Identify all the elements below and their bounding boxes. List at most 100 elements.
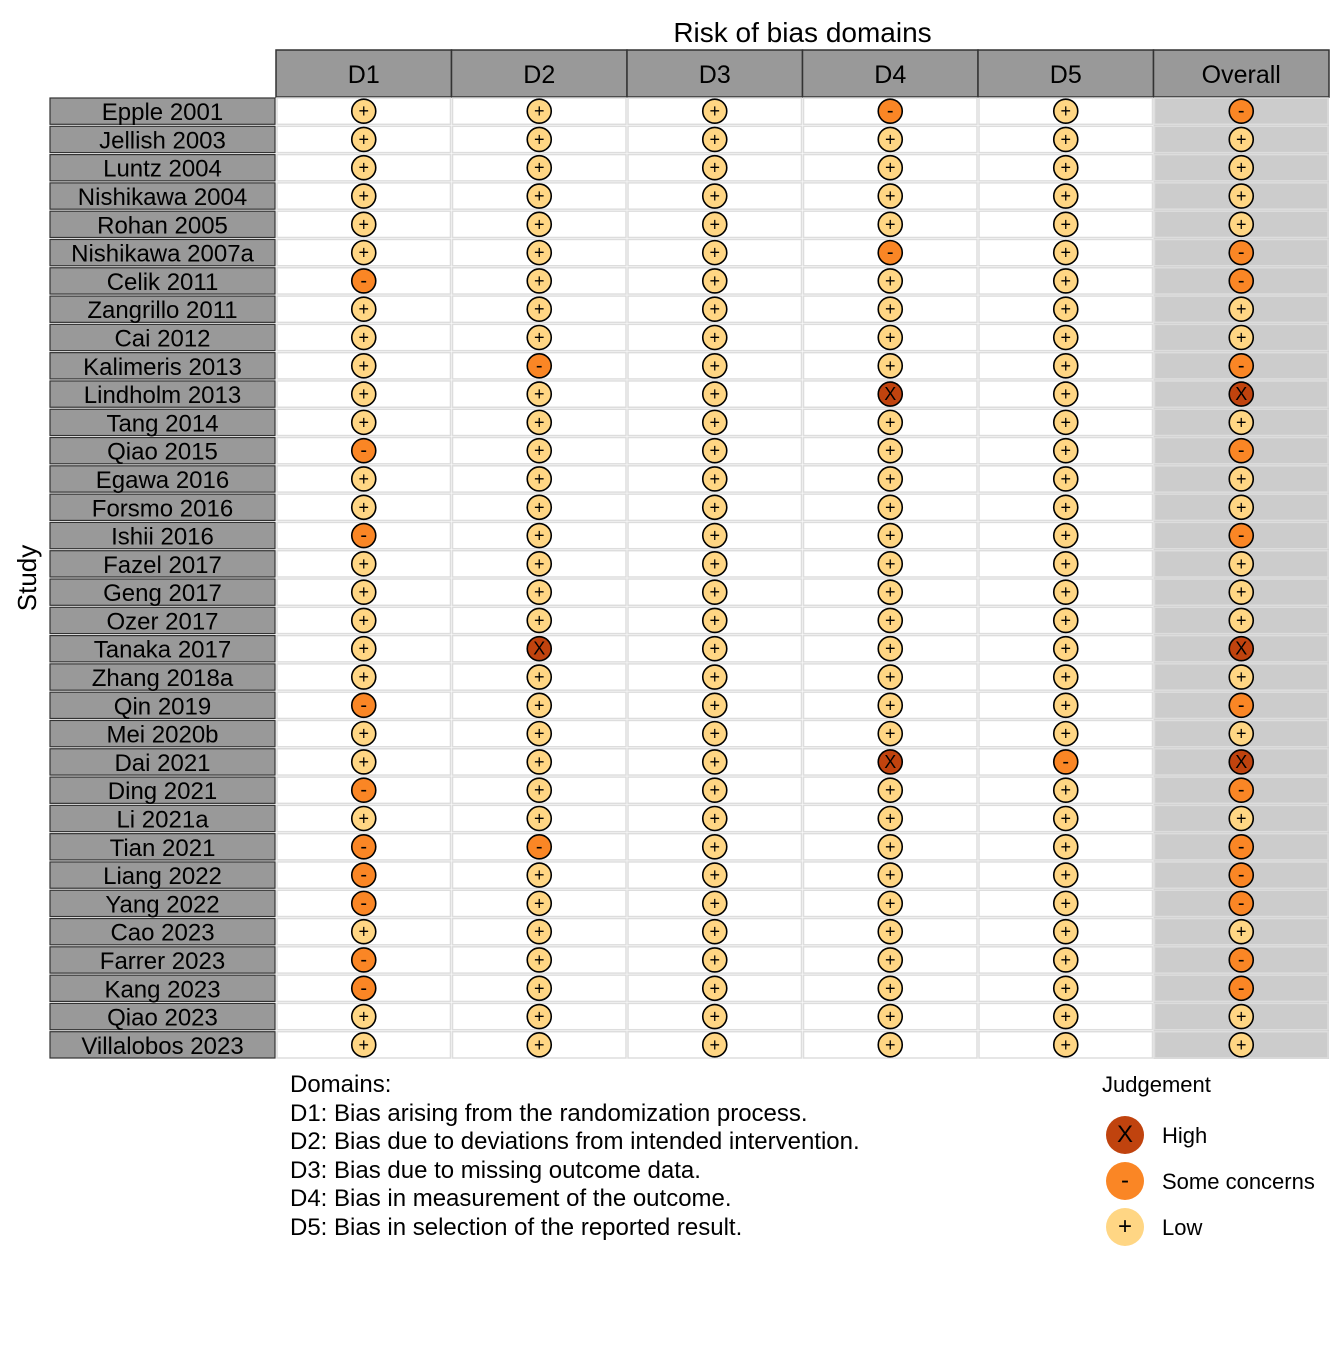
judgement-villalobos-2023-overall-symbol: + [1236,1035,1247,1055]
legend-swatch-high: X [1106,1116,1144,1154]
cell-rohan-2005-d4 [802,210,978,239]
judgement-fazel-2017-d5-symbol: + [1060,554,1071,574]
judgement-li-2021a-d5-symbol: + [1060,809,1071,829]
cell-forsmo-2016-d1 [276,493,452,522]
cell-mei-2020b-overall [1153,719,1329,748]
judgement-dai-2021-d4-symbol: X [884,752,896,772]
judgement-epple-2001-d1-marker [350,98,377,124]
cell-ozer-2017-overall [1153,606,1329,635]
study-label-box-yang-2022 [49,889,276,918]
judgement-tian-2021-d3-symbol: + [709,837,720,857]
judgement-villalobos-2023-d1-symbol: + [358,1035,369,1055]
judgement-ishii-2016-d1-marker [350,522,377,549]
judgement-dai-2021-d3-symbol: + [709,752,720,772]
judgement-ding-2021-d5-marker [1052,777,1079,804]
cell-cao-2023-d4 [802,917,978,946]
judgement-fazel-2017-d5-marker [1052,551,1079,577]
cell-tang-2014-overall [1153,408,1329,437]
cell-yang-2022-d1 [276,889,452,918]
cell-geng-2017-d3 [627,578,803,607]
judgement-kalimeris-2013-overall-marker [1228,352,1255,379]
judgement-li-2021a-d1-marker [350,805,377,832]
cell-jellish-2003-d2 [451,125,627,154]
cell-villalobos-2023-d2 [451,1030,627,1059]
study-label-dai-2021: Dai 2021 [114,750,210,777]
judgement-lindholm-2013-d4-marker [877,381,904,407]
judgement-mei-2020b-d5-symbol: + [1060,724,1071,744]
cell-qiao-2023-overall [1153,1002,1329,1031]
judgement-zangrillo-2011-d1-marker [350,296,377,323]
cell-qin-2019-d2 [451,691,627,720]
judgement-ding-2021-d5-symbol: + [1060,780,1071,800]
study-label-box-kang-2023 [49,974,276,1003]
judgement-liang-2022-d1-marker [350,862,377,888]
judgement-cai-2012-overall-marker [1228,324,1255,351]
cell-nishikawa-2007a-d1 [276,238,452,267]
judgement-farrer-2023-d5-marker [1052,947,1079,973]
judgement-egawa-2016-d4-symbol: + [885,469,896,489]
judgement-li-2021a-d2-marker [526,805,553,832]
judgement-tang-2014-overall-marker [1228,409,1255,436]
study-label-box-qiao-2023 [49,1002,276,1031]
judgement-cai-2012-d4-symbol: + [885,328,896,348]
cell-geng-2017-d1 [276,578,452,607]
judgement-jellish-2003-d5-symbol: + [1060,129,1071,149]
study-label-box-luntz-2004 [49,153,276,182]
study-label-box-zangrillo-2011 [49,295,276,323]
judgement-egawa-2016-d4-marker [877,466,904,492]
cell-epple-2001-d3 [627,97,803,126]
judgement-nishikawa-2007a-d1-marker [350,239,377,266]
study-label-box-zhang-2018a [49,663,276,691]
judgement-yang-2022-overall-symbol: - [1238,892,1245,914]
judgement-qiao-2023-d4-marker [877,1003,904,1030]
cell-cao-2023-d1 [276,917,452,946]
judgement-ding-2021-overall-symbol: - [1238,779,1245,801]
cell-celik-2011-d5 [978,267,1154,295]
judgement-mei-2020b-d4-symbol: + [885,724,896,744]
judgement-zangrillo-2011-d1-symbol: + [358,299,369,319]
judgement-li-2021a-overall-marker [1228,805,1255,832]
judgement-tanaka-2017-d2-marker [526,635,553,662]
judgement-cao-2023-d2-symbol: + [534,922,545,942]
judgement-lindholm-2013-d1-marker [350,381,377,407]
judgement-forsmo-2016-d3-symbol: + [709,497,720,517]
judgement-epple-2001-d3-symbol: + [709,101,720,121]
judgement-ishii-2016-d2-marker [526,522,553,549]
judgement-tang-2014-d3-marker [701,409,728,436]
judgement-tang-2014-d2-symbol: + [534,412,545,432]
cell-kalimeris-2013-d5 [978,351,1154,380]
cell-nishikawa-2007a-d2 [451,238,627,267]
judgement-li-2021a-d4-symbol: + [885,809,896,829]
cell-li-2021a-d3 [627,804,803,833]
judgement-qiao-2015-d1-marker [350,437,377,464]
judgement-tanaka-2017-d4-symbol: + [885,639,896,659]
judgement-forsmo-2016-d4-marker [877,494,904,521]
study-label-box-nishikawa-2004 [49,182,276,210]
judgement-luntz-2004-d5-marker [1052,154,1079,181]
judgement-rohan-2005-d3-symbol: + [709,214,720,234]
judgement-tanaka-2017-d1-marker [350,635,377,662]
cell-tian-2021-d4 [802,832,978,861]
column-header-label-d2: D2 [523,61,555,89]
judgement-dai-2021-overall-marker [1228,749,1255,775]
study-label-kang-2023: Kang 2023 [104,976,220,1003]
judgement-qin-2019-d2-symbol: + [534,695,545,715]
cell-cai-2012-d3 [627,323,803,352]
judgement-cao-2023-d3-symbol: + [709,922,720,942]
judgement-kalimeris-2013-d1-marker [350,352,377,379]
judgement-farrer-2023-d4-symbol: + [885,950,896,970]
judgement-kang-2023-d1-marker [350,975,377,1002]
judgement-fazel-2017-d4-marker [877,551,904,577]
judgement-zhang-2018a-d5-marker [1052,664,1079,690]
judgement-geng-2017-d2-symbol: + [534,582,545,602]
judgement-lindholm-2013-d4-symbol: X [884,384,896,404]
judgement-kang-2023-d5-marker [1052,975,1079,1002]
judgement-lindholm-2013-d5-marker [1052,381,1079,407]
judgement-egawa-2016-d3-marker [701,466,728,492]
judgement-luntz-2004-overall-marker [1228,154,1255,181]
judgement-villalobos-2023-d5-marker [1052,1032,1079,1058]
judgement-zhang-2018a-overall-marker [1228,664,1255,690]
cell-geng-2017-d5 [978,578,1154,607]
study-label-box-tang-2014 [49,408,276,437]
